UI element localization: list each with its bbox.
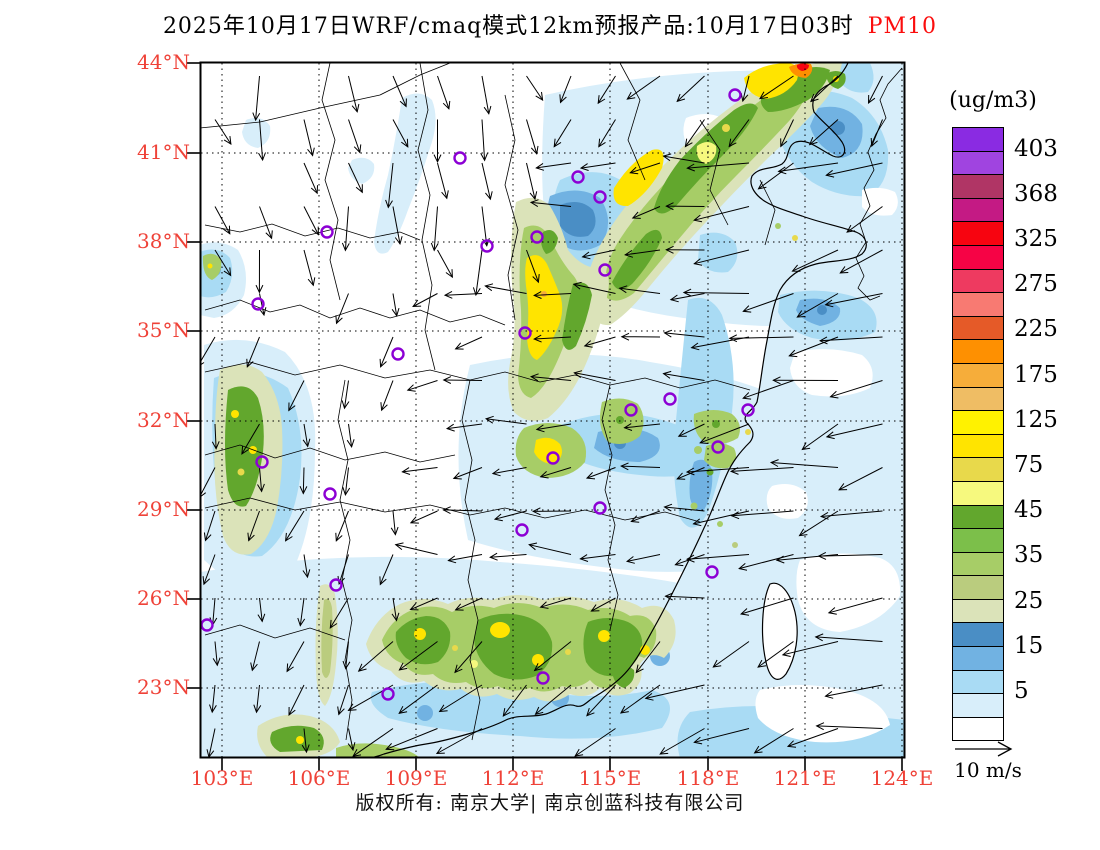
city-marker — [381, 687, 395, 701]
legend-value-403: 403 — [1014, 135, 1058, 162]
legend-value-15: 15 — [1014, 632, 1044, 659]
legend-unit: (ug/m3) — [949, 88, 1037, 113]
legend-color-box — [952, 244, 1004, 270]
lat-label-35°N: 35°N — [137, 318, 190, 342]
city-marker — [536, 671, 550, 685]
city-marker — [518, 326, 532, 340]
wind-reference-label: 10 m/s — [954, 758, 1022, 782]
lat-label-26°N: 26°N — [137, 586, 190, 610]
legend-color-box — [952, 716, 1004, 742]
legend-value-125: 125 — [1014, 406, 1058, 433]
lat-label-29°N: 29°N — [137, 497, 190, 521]
legend-color-box — [952, 410, 1004, 435]
legend-value-325: 325 — [1014, 226, 1058, 252]
city-marker — [480, 239, 494, 253]
legend-color-box — [952, 174, 1004, 199]
legend-color-box — [952, 150, 1004, 176]
city-marker — [598, 263, 612, 277]
legend-value-175: 175 — [1014, 361, 1058, 388]
city-marker — [624, 403, 638, 417]
city-marker — [391, 347, 405, 361]
city-marker — [593, 190, 607, 204]
legend-color-box — [952, 575, 1004, 600]
lat-label-44°N: 44°N — [137, 50, 190, 74]
sea-clear-layer — [683, 114, 901, 743]
legend-color-box — [952, 339, 1004, 364]
legend-color-box — [952, 598, 1004, 624]
city-marker — [593, 501, 607, 515]
axis-ticks — [186, 62, 903, 771]
legend-color-box — [952, 315, 1004, 341]
city-marker — [323, 487, 337, 501]
city-marker — [546, 451, 560, 465]
lon-label-115°E: 115°E — [578, 766, 642, 790]
city-marker — [663, 392, 677, 406]
legend-colorbar — [952, 127, 1004, 742]
city-marker — [329, 578, 343, 592]
legend-value-45: 45 — [1014, 497, 1044, 524]
map-frame — [199, 61, 906, 759]
lon-label-124°E: 124°E — [870, 766, 934, 790]
legend-value-368: 368 — [1014, 180, 1058, 207]
lon-label-118°E: 118°E — [676, 766, 740, 790]
wind-vectors-layer — [201, 75, 883, 757]
legend-color-box — [952, 504, 1004, 530]
lon-label-103°E: 103°E — [190, 766, 254, 790]
legend-color-box — [952, 646, 1004, 671]
city-marker — [530, 230, 544, 244]
legend-color-box — [952, 362, 1004, 388]
coastline — [370, 63, 867, 757]
legend-color-box — [952, 221, 1004, 246]
page-title: 2025年10月17日WRF/cmaq模式12km预报产品:10月17日03时 P… — [0, 8, 1100, 40]
legend-color-box — [952, 386, 1004, 412]
pollutant-label: PM10 — [867, 14, 938, 39]
lon-label-121°E: 121°E — [773, 766, 837, 790]
copyright-text: 版权所有: 南京大学| 南京创蓝科技有限公司 — [355, 792, 745, 814]
legend-color-box — [952, 268, 1004, 294]
title-text: 2025年10月17日WRF/cmaq模式12km预报产品:10月17日03时 — [162, 14, 854, 39]
legend-value-75: 75 — [1014, 452, 1044, 478]
legend-color-box — [952, 433, 1004, 459]
legend-color-box — [952, 528, 1004, 553]
lon-label-112°E: 112°E — [481, 766, 545, 790]
legend-color-box — [952, 197, 1004, 223]
city-marker — [728, 88, 742, 102]
lon-label-109°E: 109°E — [384, 766, 448, 790]
city-marker — [705, 565, 719, 579]
legend-color-box — [952, 669, 1004, 695]
city-marker — [711, 440, 725, 454]
lat-label-32°N: 32°N — [137, 408, 190, 432]
legend-color-box — [952, 480, 1004, 506]
legend-color-box — [952, 127, 1004, 152]
legend-color-box — [952, 292, 1004, 317]
legend-color-box — [952, 693, 1004, 718]
city-marker — [453, 151, 467, 165]
legend-value-25: 25 — [1014, 587, 1044, 614]
city-marker — [255, 455, 269, 469]
legend-color-box — [952, 622, 1004, 648]
city-marker — [515, 523, 529, 537]
pm-green-yellow-layer — [202, 63, 846, 757]
legend-color-box — [952, 551, 1004, 577]
wind-reference-arrow — [955, 741, 1013, 757]
lat-label-23°N: 23°N — [137, 675, 190, 699]
city-marker — [741, 403, 755, 417]
graticule — [201, 63, 904, 757]
lon-label-106°E: 106°E — [287, 766, 351, 790]
legend-value-35: 35 — [1014, 542, 1044, 569]
legend-value-275: 275 — [1014, 271, 1058, 298]
city-marker — [251, 297, 265, 311]
city-marker — [571, 170, 585, 184]
lat-label-38°N: 38°N — [137, 229, 190, 253]
city-marker — [320, 225, 334, 239]
legend-value-225: 225 — [1014, 316, 1058, 343]
legend-value-5: 5 — [1014, 678, 1029, 704]
lat-label-41°N: 41°N — [137, 140, 190, 164]
legend-color-box — [952, 457, 1004, 482]
